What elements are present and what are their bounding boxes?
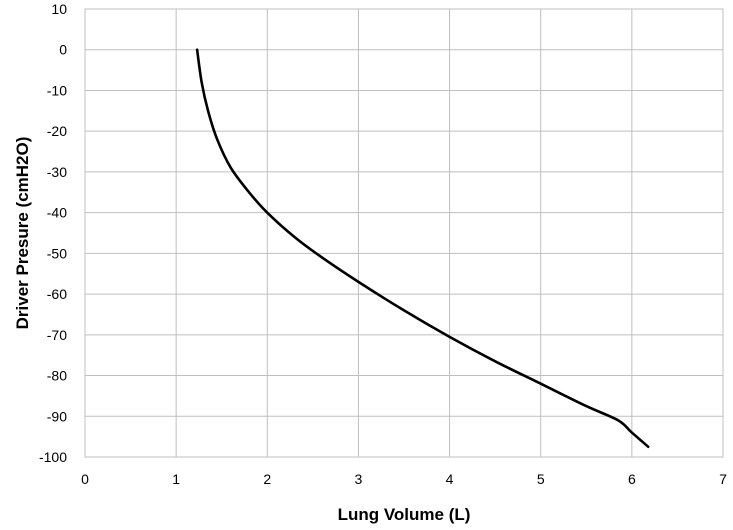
y-tick-label: -30 xyxy=(47,164,67,180)
y-tick-label: -60 xyxy=(47,286,67,302)
y-tick-label: -90 xyxy=(47,408,67,424)
y-tick-label: -100 xyxy=(39,449,67,465)
plot-area xyxy=(84,8,724,458)
x-tick-label: 5 xyxy=(537,471,545,487)
x-tick-label: 2 xyxy=(263,471,271,487)
y-axis-title: Driver Presure (cmH2O) xyxy=(13,137,32,330)
grid xyxy=(84,8,724,458)
x-axis: 0 1 2 3 4 5 6 7 xyxy=(81,471,727,487)
x-tick-label: 4 xyxy=(446,471,454,487)
y-tick-label: 0 xyxy=(59,42,67,58)
x-axis-title: Lung Volume (L) xyxy=(338,505,471,524)
y-axis: 10 0 -10 -20 -30 -40 -50 -60 -70 -80 -90 -100 xyxy=(39,1,67,465)
y-tick-label: 10 xyxy=(51,1,67,17)
x-tick-label: 1 xyxy=(172,471,180,487)
y-tick-label: -10 xyxy=(47,82,67,98)
series-line-0 xyxy=(195,48,650,449)
y-tick-label: -70 xyxy=(47,327,67,343)
x-tick-label: 7 xyxy=(719,471,727,487)
x-tick-label: 3 xyxy=(355,471,363,487)
x-tick-label: 6 xyxy=(628,471,636,487)
x-tick-label: 0 xyxy=(81,471,89,487)
y-tick-label: -50 xyxy=(47,245,67,261)
series-group xyxy=(195,48,650,449)
y-tick-label: -40 xyxy=(47,205,67,221)
y-tick-label: -20 xyxy=(47,123,67,139)
y-tick-label: -80 xyxy=(47,368,67,384)
